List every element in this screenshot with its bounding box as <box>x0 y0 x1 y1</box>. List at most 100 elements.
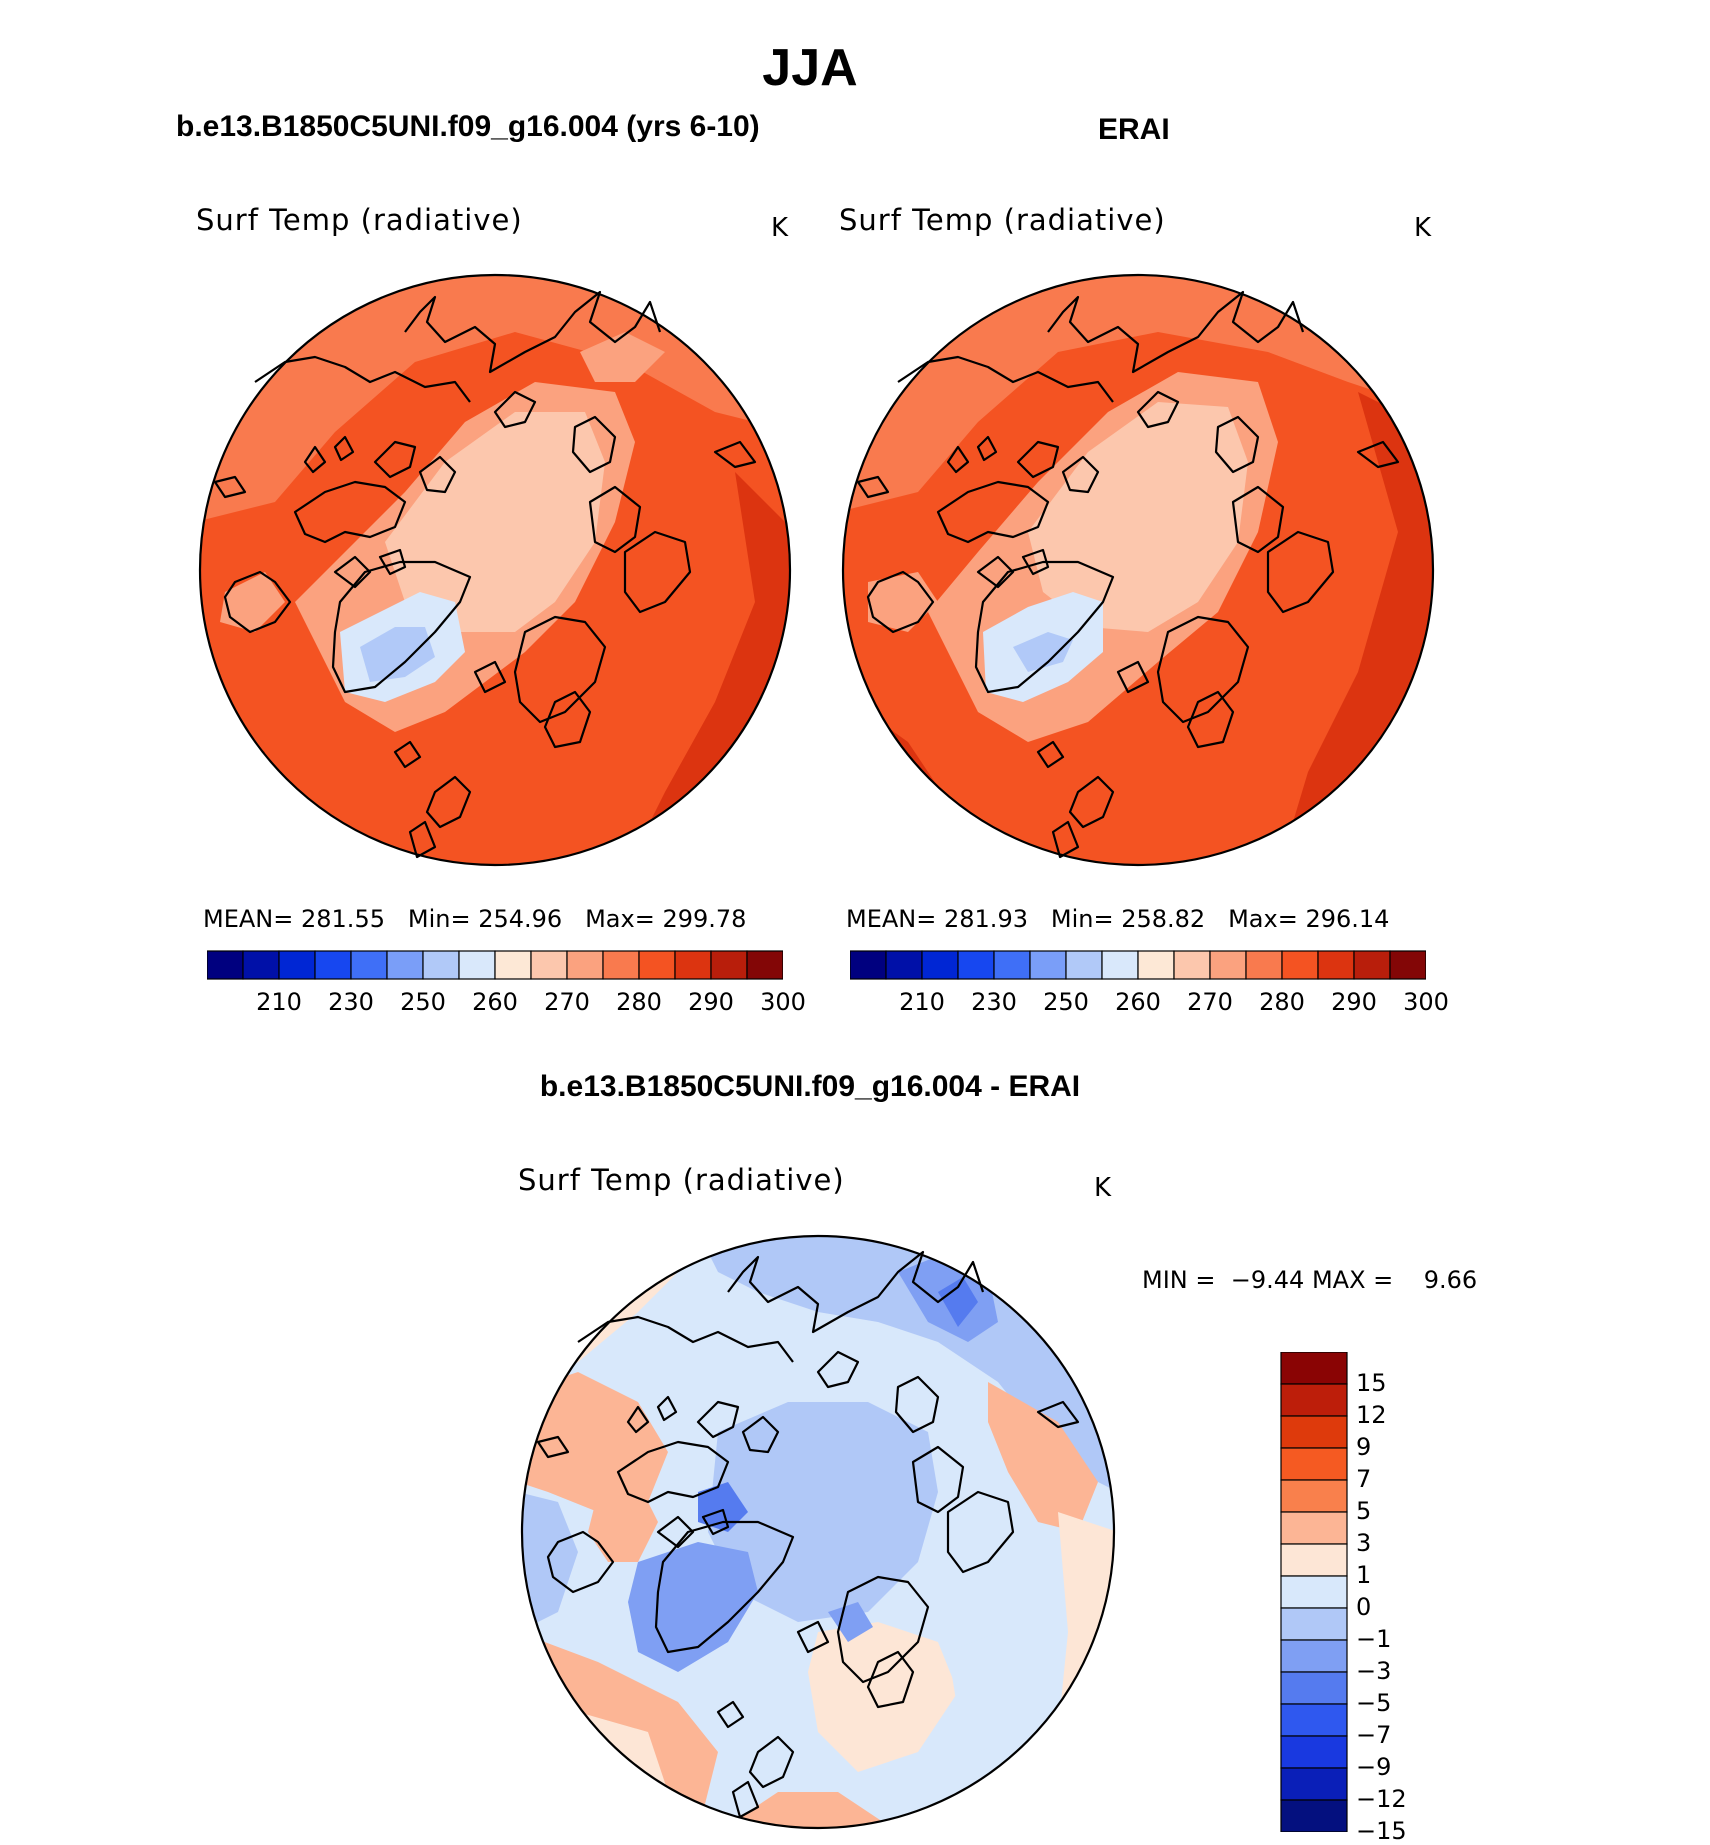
model-min-label: Min= <box>407 905 471 933</box>
difference-colorbar-swatch <box>1280 1799 1348 1832</box>
obs-colorbar-swatch <box>1317 950 1355 980</box>
model-colorbar-swatch <box>207 950 244 980</box>
difference-colorbar-swatch <box>1280 1352 1348 1385</box>
model-colorbar-swatch <box>710 950 748 980</box>
main-title: JJA <box>762 39 858 97</box>
difference-colorbar-tick-label: −12 <box>1356 1785 1407 1813</box>
model-variable-label: Surf Temp (radiative) <box>196 203 523 237</box>
model-colorbar-swatch <box>422 950 460 980</box>
obs-polar-map <box>841 273 1435 867</box>
model-colorbar-tick-label: 280 <box>616 988 662 1016</box>
obs-colorbar-swatch <box>993 950 1031 980</box>
obs-colorbar-tick-label: 250 <box>1043 988 1089 1016</box>
difference-colorbar-tick-label: 1 <box>1356 1561 1372 1589</box>
difference-colorbar-tick-label: 12 <box>1356 1401 1387 1429</box>
difference-colorbar-tick-label: −15 <box>1356 1817 1407 1845</box>
difference-colorbar-swatch <box>1280 1671 1348 1705</box>
difference-colorbar-tick-label: −1 <box>1356 1625 1392 1653</box>
difference-colorbar-tick-label: −3 <box>1356 1657 1392 1685</box>
difference-colorbar-tick-label: −7 <box>1356 1721 1392 1749</box>
obs-colorbar-tick-label: 270 <box>1187 988 1233 1016</box>
difference-colorbar-tick-label: 15 <box>1356 1369 1387 1397</box>
model-max-value: 299.78 <box>662 905 747 933</box>
obs-colorbar-tick-label: 300 <box>1403 988 1449 1016</box>
obs-colorbar-swatch <box>1173 950 1211 980</box>
obs-panel-title: ERAI <box>1098 113 1170 146</box>
difference-colorbar-swatch <box>1280 1575 1348 1609</box>
model-colorbar-tick-label: 230 <box>328 988 374 1016</box>
obs-colorbar <box>850 950 1426 980</box>
model-colorbar-tick-label: 250 <box>400 988 446 1016</box>
model-colorbar <box>207 950 783 980</box>
difference-min-value: −9.44 <box>1230 1266 1305 1294</box>
difference-colorbar-swatch <box>1280 1543 1348 1577</box>
obs-colorbar-tick-label: 280 <box>1259 988 1305 1016</box>
model-colorbar-swatch <box>530 950 568 980</box>
obs-colorbar-swatch <box>885 950 923 980</box>
difference-colorbar-tick-label: 7 <box>1356 1465 1372 1493</box>
obs-colorbar-swatch <box>1281 950 1319 980</box>
difference-colorbar-tick-label: 9 <box>1356 1433 1372 1461</box>
difference-colorbar-swatch <box>1280 1703 1348 1737</box>
difference-colorbar-swatch <box>1280 1415 1348 1449</box>
model-colorbar-swatch <box>350 950 388 980</box>
obs-max-label: Max= <box>1228 905 1298 933</box>
model-colorbar-swatch <box>638 950 676 980</box>
obs-colorbar-tick-label: 210 <box>899 988 945 1016</box>
difference-colorbar-swatch <box>1280 1447 1348 1481</box>
obs-variable-label: Surf Temp (radiative) <box>839 203 1166 237</box>
model-colorbar-tick-label: 290 <box>688 988 734 1016</box>
model-colorbar-swatch <box>674 950 712 980</box>
difference-colorbar-tick-label: −9 <box>1356 1753 1392 1781</box>
difference-stats: MIN = −9.44 MAX = 9.66 <box>1142 1266 1477 1294</box>
model-colorbar-swatch <box>386 950 424 980</box>
model-colorbar-swatch <box>242 950 280 980</box>
difference-colorbar-tick-label: 5 <box>1356 1497 1372 1525</box>
obs-colorbar-ticks: 210 230 250 260 270 280 290 300 <box>850 988 1449 1020</box>
model-colorbar-tick-label: 260 <box>472 988 518 1016</box>
difference-colorbar-tick-label: 0 <box>1356 1593 1372 1621</box>
model-stats: MEAN= 281.55 Min= 254.96 Max= 299.78 <box>203 905 746 933</box>
obs-colorbar-swatch <box>1245 950 1283 980</box>
difference-title: b.e13.B1850C5UNI.f09_g16.004 - ERAI <box>539 1070 1081 1103</box>
difference-max-label: MAX = <box>1311 1266 1394 1294</box>
obs-colorbar-swatch <box>957 950 995 980</box>
model-units-label: K <box>771 213 789 243</box>
model-mean-value: 281.55 <box>301 905 385 933</box>
difference-colorbar-swatch <box>1280 1607 1348 1641</box>
obs-colorbar-swatch <box>921 950 959 980</box>
obs-colorbar-swatch <box>1101 950 1139 980</box>
obs-colorbar-swatch <box>1065 950 1103 980</box>
difference-colorbar-ticks: 15 12 9 7 5 3 1 0 −1 −3 −5 −7 −9 −12 −15 <box>1356 1352 1436 1845</box>
obs-colorbar-swatch <box>850 950 887 980</box>
obs-mean-value: 281.93 <box>944 905 1028 933</box>
obs-mean-label: MEAN= <box>846 905 937 933</box>
obs-units-label: K <box>1414 213 1432 243</box>
difference-colorbar-swatch <box>1280 1383 1348 1417</box>
difference-colorbar-swatch <box>1280 1735 1348 1769</box>
model-mean-label: MEAN= <box>203 905 294 933</box>
difference-variable-label: Surf Temp (radiative) <box>518 1163 845 1197</box>
model-colorbar-swatch <box>494 950 532 980</box>
model-polar-map <box>198 273 792 867</box>
model-max-label: Max= <box>585 905 655 933</box>
difference-polar-map <box>520 1234 1116 1830</box>
difference-colorbar-tick-label: 3 <box>1356 1529 1372 1557</box>
model-panel-title: b.e13.B1850C5UNI.f09_g16.004 (yrs 6-10) <box>176 110 760 143</box>
model-colorbar-swatch <box>458 950 496 980</box>
model-colorbar-swatch <box>566 950 604 980</box>
obs-colorbar-tick-label: 260 <box>1115 988 1161 1016</box>
model-colorbar-swatch <box>746 950 783 980</box>
difference-colorbar-swatch <box>1280 1639 1348 1673</box>
model-colorbar-tick-label: 210 <box>256 988 302 1016</box>
difference-units-label: K <box>1094 1173 1112 1203</box>
model-colorbar-tick-label: 270 <box>544 988 590 1016</box>
obs-colorbar-tick-label: 290 <box>1331 988 1377 1016</box>
difference-colorbar-tick-label: −5 <box>1356 1689 1392 1717</box>
obs-colorbar-swatch <box>1029 950 1067 980</box>
difference-colorbar-swatch <box>1280 1479 1348 1513</box>
obs-min-label: Min= <box>1050 905 1114 933</box>
obs-colorbar-swatch <box>1353 950 1391 980</box>
obs-max-value: 296.14 <box>1305 905 1390 933</box>
model-colorbar-swatch <box>602 950 640 980</box>
